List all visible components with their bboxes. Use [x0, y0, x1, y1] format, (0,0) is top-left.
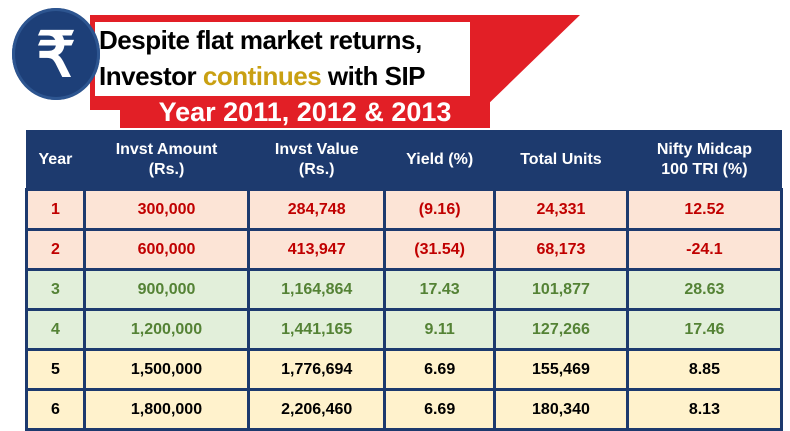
table-cell: 28.63: [625, 268, 784, 311]
table-cell: 2,206,460: [247, 388, 387, 431]
table-cell: (31.54): [383, 228, 497, 271]
table-cell: 155,469: [493, 348, 629, 391]
title-text: with SIP: [321, 61, 426, 91]
table-cell: 2: [25, 228, 86, 271]
table-cell: 5: [25, 348, 86, 391]
table-cell: 101,877: [493, 268, 629, 311]
table-cell: 4: [25, 308, 86, 351]
table-cell: 24,331: [493, 188, 629, 231]
header-label: Invst Value: [274, 140, 359, 158]
table-cell: 127,266: [493, 308, 629, 351]
column-header: Invst Value (Rs.): [248, 130, 386, 190]
table-cell: 180,340: [493, 388, 629, 431]
table-cell: (9.16): [383, 188, 497, 231]
table-cell: 6: [25, 388, 86, 431]
table-cell: 300,000: [82, 188, 251, 231]
table-cell: 900,000: [82, 268, 251, 311]
column-header: Year: [26, 130, 85, 190]
table-cell: 9.11: [383, 308, 497, 351]
table-cell: 17.46: [625, 308, 784, 351]
table-cell: 17.43: [383, 268, 497, 311]
title-highlight: continues: [202, 61, 322, 91]
title-line-2: Investor continues with SIP: [99, 58, 470, 94]
header-label: (Rs.): [148, 160, 185, 178]
column-header: Total Units: [494, 130, 628, 190]
table-row: 6 1,800,000 2,206,460 6.69 180,340 8.13: [25, 388, 784, 431]
table-cell: 1,776,694: [247, 348, 387, 391]
years-subtitle: Year 2011, 2012 & 2013: [120, 96, 490, 128]
table-cell: 1,441,165: [247, 308, 387, 351]
table-row: 4 1,200,000 1,441,165 9.11 127,266 17.46: [25, 308, 784, 351]
table-cell: 6.69: [383, 348, 497, 391]
table-cell: 3: [25, 268, 86, 311]
table-cell: 284,748: [247, 188, 387, 231]
table-cell: 8.13: [625, 388, 784, 431]
column-header: Nifty Midcap 100 TRI (%): [626, 130, 783, 190]
table-cell: 1: [25, 188, 86, 231]
table-cell: -24.1: [625, 228, 784, 271]
title-text: Investor: [99, 61, 203, 91]
header-label: Invst Amount: [115, 140, 218, 158]
table-cell: 600,000: [82, 228, 251, 271]
sip-table: Year Invst Amount (Rs.) Invst Value (Rs.) Yie…: [25, 130, 784, 431]
rupee-symbol: ₹: [36, 20, 76, 90]
header-label: Nifty Midcap: [656, 140, 752, 158]
table-cell: 68,173: [493, 228, 629, 271]
column-header: Invst Amount (Rs.): [83, 130, 250, 190]
table-cell: 1,164,864: [247, 268, 387, 311]
table-cell: 1,800,000: [82, 388, 251, 431]
table-cell: 6.69: [383, 388, 497, 431]
rupee-icon: ₹: [12, 8, 100, 100]
header-label: Year: [38, 150, 73, 168]
table-cell: 8.85: [625, 348, 784, 391]
table-row: 1 300,000 284,748 (9.16) 24,331 12.52: [25, 188, 784, 231]
table-cell: 1,500,000: [82, 348, 251, 391]
table-header-row: Year Invst Amount (Rs.) Invst Value (Rs.) Yie…: [26, 130, 783, 190]
header-label: Yield (%): [406, 150, 474, 168]
column-header: Yield (%): [384, 130, 496, 190]
page-title: Despite flat market returns, Investor co…: [95, 22, 470, 96]
header-label: Total Units: [520, 150, 602, 168]
table-cell: 12.52: [625, 188, 784, 231]
table-row: 3 900,000 1,164,864 17.43 101,877 28.63: [25, 268, 784, 311]
table-row: 5 1,500,000 1,776,694 6.69 155,469 8.85: [25, 348, 784, 391]
table-cell: 1,200,000: [82, 308, 251, 351]
table-row: 2 600,000 413,947 (31.54) 68,173 -24.1: [25, 228, 784, 271]
header-label: (Rs.): [298, 160, 335, 178]
header-label: 100 TRI (%): [661, 160, 748, 178]
table-cell: 413,947: [247, 228, 387, 271]
title-line-1: Despite flat market returns,: [99, 25, 422, 55]
